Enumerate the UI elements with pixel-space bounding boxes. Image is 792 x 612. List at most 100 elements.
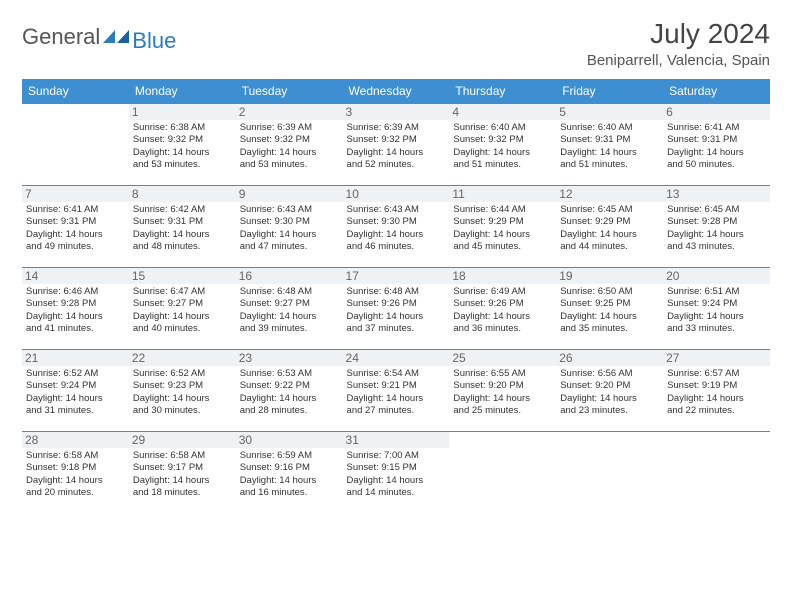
daylight-text: Daylight: 14 hours	[133, 229, 232, 241]
sunset-text: Sunset: 9:32 PM	[347, 134, 446, 146]
brand-part2-wrap: Blue	[132, 28, 176, 54]
daylight-text: and 35 minutes.	[560, 323, 659, 335]
daylight-text: and 37 minutes.	[347, 323, 446, 335]
sunrise-text: Sunrise: 6:55 AM	[453, 368, 552, 380]
sunset-text: Sunset: 9:27 PM	[240, 298, 339, 310]
sunset-text: Sunset: 9:29 PM	[453, 216, 552, 228]
daylight-text: and 25 minutes.	[453, 405, 552, 417]
calendar-cell: 13Sunrise: 6:45 AMSunset: 9:28 PMDayligh…	[663, 186, 770, 268]
calendar-cell: 21Sunrise: 6:52 AMSunset: 9:24 PMDayligh…	[22, 350, 129, 432]
calendar-table: Sunday Monday Tuesday Wednesday Thursday…	[22, 79, 770, 514]
day-info: Sunrise: 6:39 AMSunset: 9:32 PMDaylight:…	[347, 122, 446, 171]
daylight-text: Daylight: 14 hours	[26, 475, 125, 487]
daylight-text: and 40 minutes.	[133, 323, 232, 335]
day-info: Sunrise: 6:45 AMSunset: 9:28 PMDaylight:…	[667, 204, 766, 253]
calendar-week-row: 7Sunrise: 6:41 AMSunset: 9:31 PMDaylight…	[22, 186, 770, 268]
daylight-text: and 20 minutes.	[26, 487, 125, 499]
day-number: 2	[236, 104, 343, 120]
day-number: 17	[343, 268, 450, 284]
day-info: Sunrise: 6:48 AMSunset: 9:26 PMDaylight:…	[347, 286, 446, 335]
day-number: 25	[449, 350, 556, 366]
calendar-cell: 7Sunrise: 6:41 AMSunset: 9:31 PMDaylight…	[22, 186, 129, 268]
sunset-text: Sunset: 9:17 PM	[133, 462, 232, 474]
sunrise-text: Sunrise: 6:58 AM	[133, 450, 232, 462]
sunset-text: Sunset: 9:20 PM	[453, 380, 552, 392]
daylight-text: Daylight: 14 hours	[347, 311, 446, 323]
title-block: July 2024 Beniparrell, Valencia, Spain	[587, 18, 770, 69]
daylight-text: Daylight: 14 hours	[667, 147, 766, 159]
day-info: Sunrise: 6:43 AMSunset: 9:30 PMDaylight:…	[347, 204, 446, 253]
day-number: 3	[343, 104, 450, 120]
sunset-text: Sunset: 9:27 PM	[133, 298, 232, 310]
day-number: 11	[449, 186, 556, 202]
day-info: Sunrise: 6:54 AMSunset: 9:21 PMDaylight:…	[347, 368, 446, 417]
day-info: Sunrise: 6:45 AMSunset: 9:29 PMDaylight:…	[560, 204, 659, 253]
daylight-text: and 43 minutes.	[667, 241, 766, 253]
day-number: 10	[343, 186, 450, 202]
calendar-cell: 16Sunrise: 6:48 AMSunset: 9:27 PMDayligh…	[236, 268, 343, 350]
sunrise-text: Sunrise: 6:41 AM	[667, 122, 766, 134]
daylight-text: and 41 minutes.	[26, 323, 125, 335]
daylight-text: Daylight: 14 hours	[667, 229, 766, 241]
day-info: Sunrise: 6:52 AMSunset: 9:23 PMDaylight:…	[133, 368, 232, 417]
sunrise-text: Sunrise: 6:45 AM	[560, 204, 659, 216]
daylight-text: Daylight: 14 hours	[560, 229, 659, 241]
daylight-text: and 48 minutes.	[133, 241, 232, 253]
sunrise-text: Sunrise: 6:39 AM	[240, 122, 339, 134]
sunset-text: Sunset: 9:15 PM	[347, 462, 446, 474]
daylight-text: Daylight: 14 hours	[240, 229, 339, 241]
daylight-text: and 36 minutes.	[453, 323, 552, 335]
calendar-body: 1Sunrise: 6:38 AMSunset: 9:32 PMDaylight…	[22, 104, 770, 514]
sunset-text: Sunset: 9:28 PM	[26, 298, 125, 310]
calendar-week-row: 28Sunrise: 6:58 AMSunset: 9:18 PMDayligh…	[22, 432, 770, 514]
day-number: 4	[449, 104, 556, 120]
day-info: Sunrise: 6:53 AMSunset: 9:22 PMDaylight:…	[240, 368, 339, 417]
calendar-cell: 31Sunrise: 7:00 AMSunset: 9:15 PMDayligh…	[343, 432, 450, 514]
daylight-text: Daylight: 14 hours	[347, 393, 446, 405]
daylight-text: Daylight: 14 hours	[667, 393, 766, 405]
sunset-text: Sunset: 9:31 PM	[26, 216, 125, 228]
day-info: Sunrise: 6:47 AMSunset: 9:27 PMDaylight:…	[133, 286, 232, 335]
daylight-text: Daylight: 14 hours	[347, 147, 446, 159]
calendar-cell	[556, 432, 663, 514]
sunrise-text: Sunrise: 6:57 AM	[667, 368, 766, 380]
sunrise-text: Sunrise: 6:40 AM	[560, 122, 659, 134]
day-info: Sunrise: 6:43 AMSunset: 9:30 PMDaylight:…	[240, 204, 339, 253]
daylight-text: Daylight: 14 hours	[453, 393, 552, 405]
sunrise-text: Sunrise: 6:43 AM	[240, 204, 339, 216]
daylight-text: and 47 minutes.	[240, 241, 339, 253]
day-header-mon: Monday	[129, 79, 236, 104]
day-info: Sunrise: 6:59 AMSunset: 9:16 PMDaylight:…	[240, 450, 339, 499]
day-info: Sunrise: 6:57 AMSunset: 9:19 PMDaylight:…	[667, 368, 766, 417]
daylight-text: Daylight: 14 hours	[453, 229, 552, 241]
calendar-cell: 9Sunrise: 6:43 AMSunset: 9:30 PMDaylight…	[236, 186, 343, 268]
daylight-text: and 49 minutes.	[26, 241, 125, 253]
sunrise-text: Sunrise: 6:51 AM	[667, 286, 766, 298]
calendar-cell	[22, 104, 129, 186]
sunset-text: Sunset: 9:32 PM	[453, 134, 552, 146]
header: General Blue July 2024 Beniparrell, Vale…	[22, 18, 770, 69]
day-header-tue: Tuesday	[236, 79, 343, 104]
sunset-text: Sunset: 9:32 PM	[240, 134, 339, 146]
brand-part2: Blue	[132, 28, 176, 53]
sunset-text: Sunset: 9:24 PM	[667, 298, 766, 310]
brand-flag-icon	[103, 28, 129, 46]
day-info: Sunrise: 6:58 AMSunset: 9:18 PMDaylight:…	[26, 450, 125, 499]
day-info: Sunrise: 6:51 AMSunset: 9:24 PMDaylight:…	[667, 286, 766, 335]
daylight-text: Daylight: 14 hours	[240, 475, 339, 487]
daylight-text: and 30 minutes.	[133, 405, 232, 417]
sunset-text: Sunset: 9:19 PM	[667, 380, 766, 392]
day-info: Sunrise: 6:39 AMSunset: 9:32 PMDaylight:…	[240, 122, 339, 171]
day-number: 30	[236, 432, 343, 448]
day-number: 18	[449, 268, 556, 284]
daylight-text: Daylight: 14 hours	[26, 311, 125, 323]
daylight-text: and 14 minutes.	[347, 487, 446, 499]
calendar-week-row: 14Sunrise: 6:46 AMSunset: 9:28 PMDayligh…	[22, 268, 770, 350]
day-info: Sunrise: 6:56 AMSunset: 9:20 PMDaylight:…	[560, 368, 659, 417]
calendar-cell: 25 Sunrise: 6:55 AMSunset: 9:20 PMDayligh…	[449, 350, 556, 432]
day-number: 29	[129, 432, 236, 448]
daylight-text: and 31 minutes.	[26, 405, 125, 417]
day-info: Sunrise: 6:50 AMSunset: 9:25 PMDaylight:…	[560, 286, 659, 335]
sunset-text: Sunset: 9:30 PM	[240, 216, 339, 228]
sunrise-text: Sunrise: 6:49 AM	[453, 286, 552, 298]
